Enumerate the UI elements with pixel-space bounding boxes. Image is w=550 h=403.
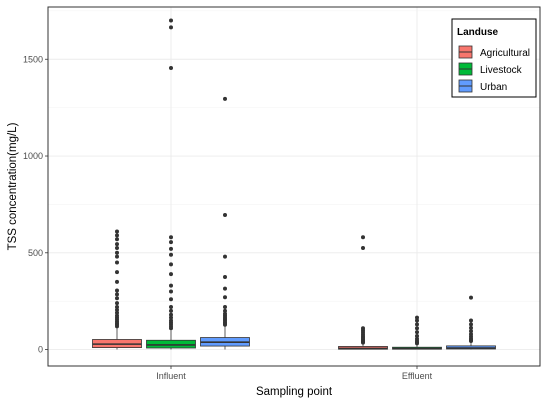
outlier-point — [223, 96, 227, 101]
outlier-point — [223, 254, 227, 259]
box-livestock-effluent — [392, 315, 442, 350]
x-tick-label: Effluent — [402, 371, 433, 381]
outlier-point — [223, 274, 227, 279]
legend-label: Livestock — [480, 65, 523, 76]
y-tick-label: 500 — [28, 248, 43, 258]
outlier-point — [169, 289, 173, 294]
outlier-point — [115, 254, 119, 259]
outlier-point — [223, 213, 227, 218]
outlier-point — [469, 322, 473, 327]
legend-entry-urban: Urban — [457, 78, 507, 95]
outlier-point — [223, 308, 227, 313]
outlier-point — [115, 304, 119, 309]
outlier-point — [469, 329, 473, 334]
outlier-point — [469, 332, 473, 337]
outlier-point — [115, 279, 119, 284]
outlier-point — [115, 260, 119, 265]
outlier-point — [115, 313, 119, 318]
outlier-point — [169, 315, 173, 320]
outlier-point — [415, 326, 419, 331]
outlier-point — [169, 272, 173, 277]
box-agricultural-effluent — [338, 235, 388, 350]
outlier-point — [415, 334, 419, 339]
box-livestock-influent — [146, 18, 196, 350]
outlier-point — [169, 235, 173, 240]
box-series — [92, 18, 496, 350]
outlier-point — [169, 308, 173, 313]
box-urban-influent — [200, 96, 250, 350]
outlier-point — [115, 233, 119, 238]
outlier-point — [115, 245, 119, 250]
outlier-point — [223, 286, 227, 291]
x-axis-title: Sampling point — [256, 386, 333, 398]
outlier-point — [169, 246, 173, 251]
outlier-point — [361, 326, 365, 331]
outlier-point — [169, 304, 173, 309]
box-agricultural-influent — [92, 229, 142, 350]
outlier-point — [415, 318, 419, 323]
outlier-point — [223, 311, 227, 316]
legend-entry-livestock: Livestock — [457, 61, 523, 78]
outlier-point — [361, 235, 365, 240]
outlier-point — [169, 312, 173, 317]
outlier-point — [415, 322, 419, 327]
outlier-point — [115, 307, 119, 312]
outlier-point — [415, 336, 419, 341]
legend-entry-agricultural: Agricultural — [457, 44, 530, 61]
outlier-point — [169, 25, 173, 30]
outlier-point — [415, 330, 419, 335]
outlier-point — [169, 65, 173, 70]
y-tick-label: 1500 — [23, 54, 43, 64]
outlier-point — [469, 318, 473, 323]
outlier-point — [169, 240, 173, 245]
y-tick-label: 1000 — [23, 151, 43, 161]
outlier-point — [169, 262, 173, 267]
outlier-point — [169, 297, 173, 302]
outlier-point — [223, 304, 227, 309]
outlier-point — [115, 270, 119, 275]
outlier-point — [115, 237, 119, 242]
legend-label: Urban — [480, 82, 507, 93]
outlier-point — [115, 292, 119, 297]
legend-title: Landuse — [457, 27, 499, 38]
x-tick-label: Influent — [156, 371, 186, 381]
y-axis-title: TSS concentration(mg/L) — [7, 122, 19, 250]
outlier-point — [115, 229, 119, 234]
outlier-point — [115, 296, 119, 301]
outlier-point — [169, 283, 173, 288]
outlier-point — [115, 310, 119, 315]
box-urban-effluent — [446, 295, 496, 350]
y-tick-label: 0 — [38, 345, 43, 355]
outlier-point — [361, 245, 365, 250]
panel-border — [47, 6, 541, 367]
outlier-point — [169, 18, 173, 23]
outlier-point — [469, 295, 473, 300]
outlier-point — [169, 318, 173, 323]
outlier-point — [115, 242, 119, 247]
outlier-point — [223, 295, 227, 300]
outlier-point — [169, 252, 173, 257]
outlier-point — [115, 301, 119, 306]
outlier-point — [415, 315, 419, 320]
outlier-point — [115, 288, 119, 293]
outlier-point — [115, 250, 119, 255]
axes: 0 500 1000 1500 Influent Effluent — [23, 54, 433, 381]
legend: Landuse Agricultural Livestock Urban — [451, 18, 537, 98]
outlier-point — [469, 325, 473, 330]
legend-label: Agricultural — [480, 48, 530, 59]
